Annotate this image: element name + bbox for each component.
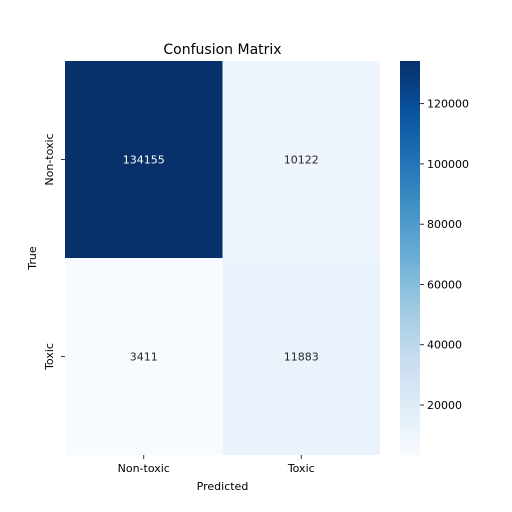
colorbar-ticks: 20000 40000 60000 80000 100000 120000: [420, 98, 469, 412]
colorbar-tick-label: 120000: [427, 98, 469, 111]
cell-label-0-0: 134155: [123, 154, 165, 167]
heatmap-cell-1-0: [65, 258, 223, 455]
colorbar: [400, 61, 420, 455]
colorbar-tick-label: 40000: [427, 339, 462, 352]
x-tick-label-toxic: Toxic: [287, 462, 315, 475]
cell-label-1-0: 3411: [130, 351, 158, 364]
chart-title: Confusion Matrix: [163, 42, 281, 58]
heatmap-cell-0-1: [222, 61, 380, 258]
cell-label-1-1: 11883: [284, 351, 319, 364]
y-tick-label-non-toxic: Non-toxic: [43, 133, 56, 185]
heatmap-cell-1-1: [222, 258, 380, 455]
colorbar-tick-label: 20000: [427, 399, 462, 412]
y-axis-label: True: [26, 246, 39, 271]
colorbar-tick-label: 100000: [427, 158, 469, 171]
heatmap-cell-0-0: [65, 61, 223, 258]
x-tick-label-non-toxic: Non-toxic: [118, 462, 170, 475]
y-tick-label-toxic: Toxic: [43, 343, 56, 371]
cell-label-0-1: 10122: [284, 154, 319, 167]
colorbar-tick-label: 80000: [427, 218, 462, 231]
colorbar-tick-label: 60000: [427, 278, 462, 291]
x-axis-label: Predicted: [197, 480, 249, 493]
